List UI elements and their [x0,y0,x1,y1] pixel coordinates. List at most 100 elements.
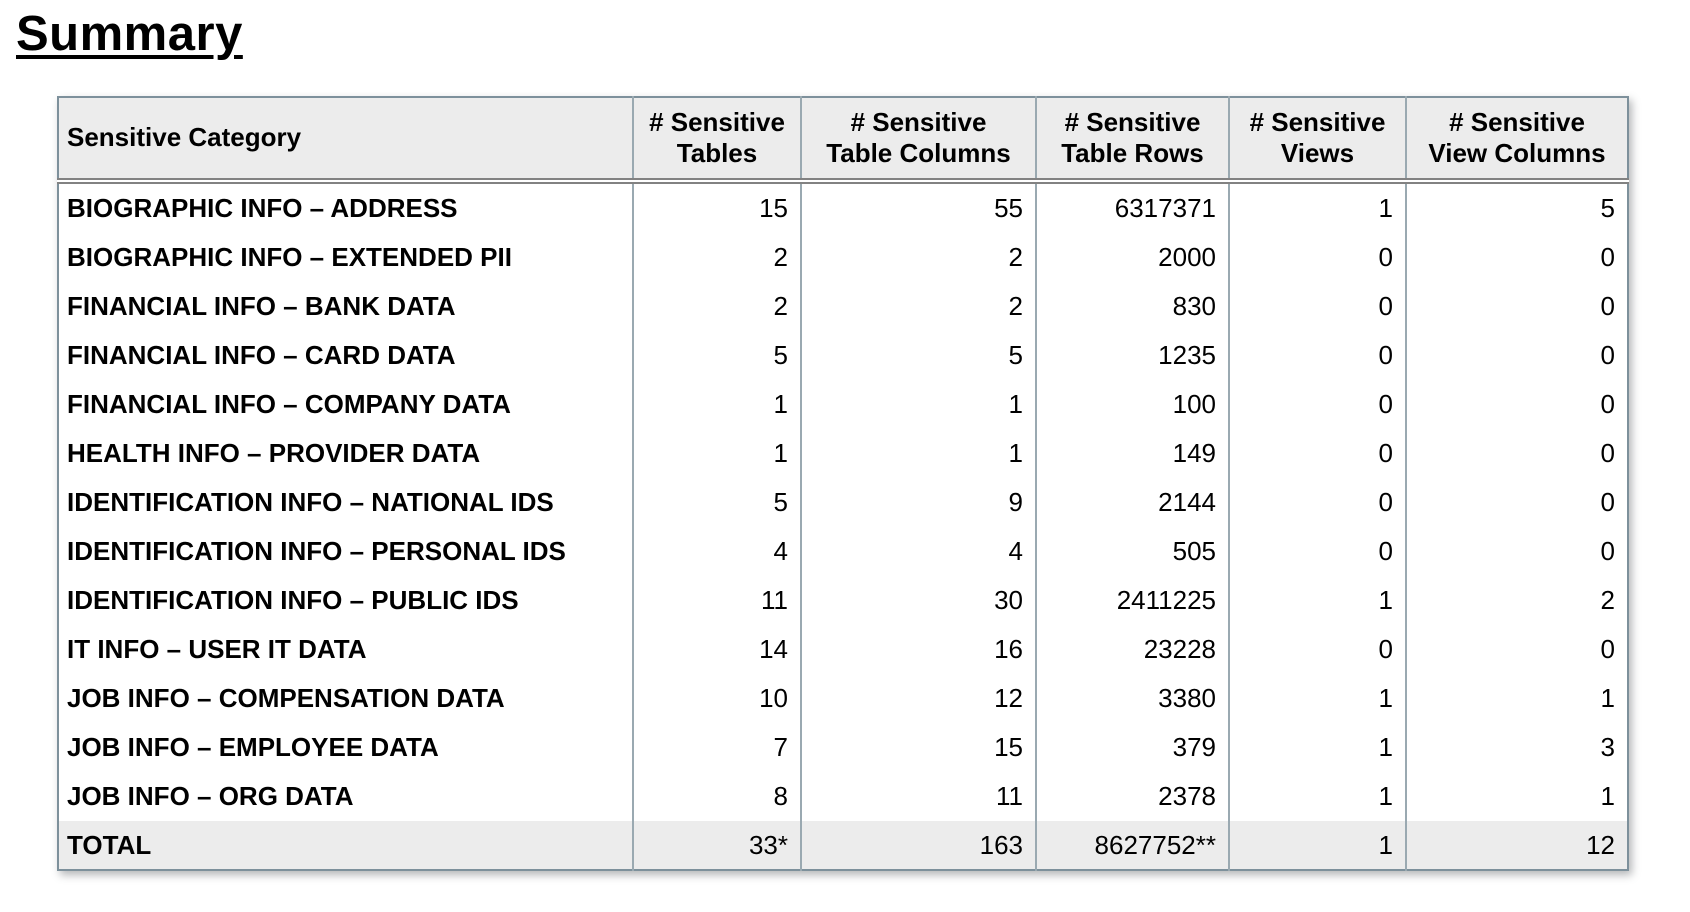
category-cell: IT INFO – USER IT DATA [67,634,367,664]
summary-table-container: Sensitive Category # Sensitive Tables # … [57,96,1690,871]
table-row: JOB INFO – COMPENSATION DATA 10 12 3380 … [58,674,1628,723]
tables-cell: 14 [632,625,801,674]
view-columns-cell: 0 [1405,331,1628,380]
total-row: TOTAL 33* 163 8627752** 1 12 [58,821,1628,870]
total-table-columns-value: 163 [800,821,1036,870]
summary-table-body: BIOGRAPHIC INFO – ADDRESS 15 55 6317371 … [58,181,1628,821]
table-rows-cell: 2378 [1035,772,1229,821]
total-table-rows-value: 8627752** [1035,821,1229,870]
views-cell: 1 [1228,723,1406,772]
table-row: JOB INFO – ORG DATA 8 11 2378 1 1 [58,772,1628,821]
category-cell: JOB INFO – COMPENSATION DATA [67,683,505,713]
table-row: IDENTIFICATION INFO – PUBLIC IDS 11 30 2… [58,576,1628,625]
table-row: FINANCIAL INFO – COMPANY DATA 1 1 100 0 … [58,380,1628,429]
table-rows-cell: 2000 [1035,233,1229,282]
table-row: HEALTH INFO – PROVIDER DATA 1 1 149 0 0 [58,429,1628,478]
table-row: FINANCIAL INFO – CARD DATA 5 5 1235 0 0 [58,331,1628,380]
table-rows-cell: 505 [1035,527,1229,576]
category-cell: IDENTIFICATION INFO – PERSONAL IDS [67,536,566,566]
table-rows-cell: 2411225 [1035,576,1229,625]
view-columns-cell: 0 [1405,429,1628,478]
table-rows-cell: 23228 [1035,625,1229,674]
table-row: IT INFO – USER IT DATA 14 16 23228 0 0 [58,625,1628,674]
view-columns-cell: 1 [1405,674,1628,723]
views-cell: 1 [1228,181,1406,233]
table-footer: TOTAL 33* 163 8627752** 1 12 [58,821,1628,870]
category-cell: IDENTIFICATION INFO – NATIONAL IDS [67,487,554,517]
table-row: BIOGRAPHIC INFO – EXTENDED PII 2 2 2000 … [58,233,1628,282]
views-cell: 0 [1228,233,1406,282]
views-cell: 0 [1228,429,1406,478]
col-header-sensitive-view-columns: # Sensitive View Columns [1405,97,1628,184]
views-cell: 0 [1228,625,1406,674]
table-columns-cell: 16 [800,625,1036,674]
table-columns-cell: 1 [800,429,1036,478]
tables-cell: 4 [632,527,801,576]
view-columns-cell: 2 [1405,576,1628,625]
table-columns-cell: 2 [800,282,1036,331]
tables-cell: 5 [632,478,801,527]
table-row: JOB INFO – EMPLOYEE DATA 7 15 379 1 3 [58,723,1628,772]
views-cell: 1 [1228,772,1406,821]
view-columns-cell: 0 [1405,380,1628,429]
total-views-value: 1 [1228,821,1406,870]
views-cell: 1 [1228,674,1406,723]
category-cell: JOB INFO – ORG DATA [67,781,354,811]
tables-cell: 15 [632,181,801,233]
views-cell: 0 [1228,282,1406,331]
tables-cell: 5 [632,331,801,380]
table-columns-cell: 5 [800,331,1036,380]
col-header-sensitive-views: # Sensitive Views [1228,97,1406,184]
table-columns-cell: 55 [800,181,1036,233]
view-columns-cell: 5 [1405,181,1628,233]
table-columns-cell: 15 [800,723,1036,772]
category-cell: IDENTIFICATION INFO – PUBLIC IDS [67,585,519,615]
col-header-sensitive-tables: # Sensitive Tables [632,97,801,184]
views-cell: 0 [1228,331,1406,380]
tables-cell: 1 [632,380,801,429]
table-rows-cell: 3380 [1035,674,1229,723]
total-tables-value: 33* [632,821,801,870]
view-columns-cell: 1 [1405,772,1628,821]
tables-cell: 11 [632,576,801,625]
view-columns-cell: 0 [1405,625,1628,674]
view-columns-cell: 0 [1405,478,1628,527]
tables-cell: 1 [632,429,801,478]
table-header: Sensitive Category # Sensitive Tables # … [58,97,1628,184]
summary-table: Sensitive Category # Sensitive Tables # … [57,96,1629,871]
total-label: TOTAL [58,821,633,870]
view-columns-cell: 3 [1405,723,1628,772]
tables-cell: 2 [632,233,801,282]
table-row: IDENTIFICATION INFO – PERSONAL IDS 4 4 5… [58,527,1628,576]
views-cell: 0 [1228,380,1406,429]
view-columns-cell: 0 [1405,233,1628,282]
table-columns-cell: 4 [800,527,1036,576]
col-header-sensitive-table-columns: # Sensitive Table Columns [800,97,1036,184]
view-columns-cell: 0 [1405,282,1628,331]
total-view-columns-value: 12 [1405,821,1628,870]
table-rows-cell: 2144 [1035,478,1229,527]
views-cell: 0 [1228,527,1406,576]
col-header-sensitive-table-rows: # Sensitive Table Rows [1035,97,1229,184]
category-cell: FINANCIAL INFO – COMPANY DATA [67,389,511,419]
tables-cell: 2 [632,282,801,331]
category-cell: BIOGRAPHIC INFO – EXTENDED PII [67,242,512,272]
table-columns-cell: 11 [800,772,1036,821]
table-columns-cell: 12 [800,674,1036,723]
header-row: Sensitive Category # Sensitive Tables # … [58,97,1628,184]
category-cell: FINANCIAL INFO – BANK DATA [67,291,456,321]
page-title: Summary [16,7,243,61]
category-cell: FINANCIAL INFO – CARD DATA [67,340,456,370]
table-row: FINANCIAL INFO – BANK DATA 2 2 830 0 0 [58,282,1628,331]
table-row: BIOGRAPHIC INFO – ADDRESS 15 55 6317371 … [58,181,1628,233]
tables-cell: 7 [632,723,801,772]
table-columns-cell: 9 [800,478,1036,527]
table-columns-cell: 30 [800,576,1036,625]
table-rows-cell: 6317371 [1035,181,1229,233]
category-cell: JOB INFO – EMPLOYEE DATA [67,732,439,762]
table-rows-cell: 830 [1035,282,1229,331]
table-rows-cell: 379 [1035,723,1229,772]
table-rows-cell: 1235 [1035,331,1229,380]
table-columns-cell: 2 [800,233,1036,282]
views-cell: 0 [1228,478,1406,527]
